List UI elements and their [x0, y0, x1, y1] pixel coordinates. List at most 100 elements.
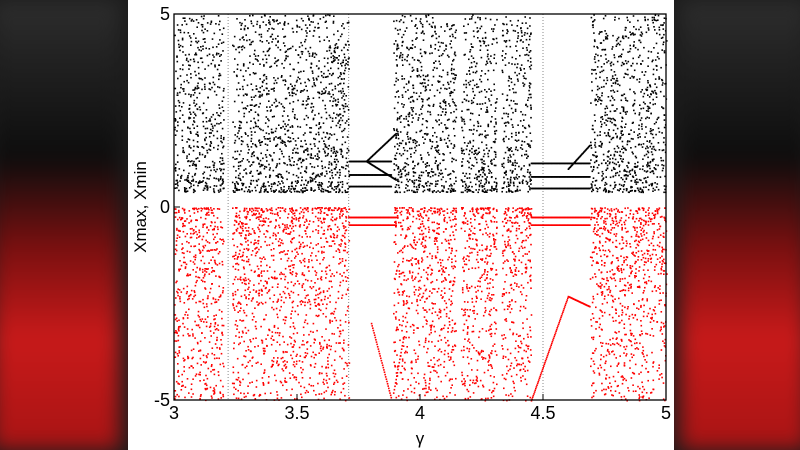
- xmin-point: [334, 207, 337, 210]
- xmax-point: [294, 84, 296, 87]
- xmax-point: [258, 33, 261, 36]
- xmin-point: [307, 294, 309, 296]
- xmax-point: [501, 71, 504, 74]
- xmax-point: [484, 37, 487, 39]
- xmax-point: [490, 55, 492, 57]
- xmin-point: [334, 350, 337, 353]
- xmax-point: [330, 162, 333, 165]
- xmax-point: [311, 72, 314, 74]
- xmax-point: [646, 150, 649, 153]
- xmax-point: [289, 102, 291, 105]
- xmax-point: [461, 120, 463, 122]
- xmin-point: [330, 312, 332, 315]
- xmax-point: [591, 89, 593, 92]
- xmax-point: [309, 24, 311, 26]
- xmax-point: [344, 69, 346, 72]
- xmax-point: [398, 117, 401, 120]
- xmax-point: [440, 26, 442, 28]
- xmax-point: [188, 117, 190, 120]
- xmax-point: [317, 158, 319, 161]
- xmax-point: [329, 185, 331, 187]
- xmax-point: [406, 46, 408, 49]
- xmax-point: [184, 54, 187, 56]
- xmax-point: [424, 89, 427, 92]
- xmin-point: [251, 312, 254, 315]
- xmax-point: [263, 191, 266, 193]
- xmax-point: [282, 79, 284, 82]
- xmax-point: [395, 164, 398, 166]
- xmax-point: [183, 80, 185, 83]
- xmin-point: [205, 384, 208, 387]
- xmax-point: [632, 176, 635, 178]
- xmax-point: [333, 150, 336, 153]
- xmax-point: [597, 54, 599, 57]
- xmax-point: [331, 105, 334, 107]
- xmax-point: [628, 50, 631, 53]
- xmin-point: [293, 376, 295, 379]
- xmax-point: [326, 27, 328, 29]
- xmin-point: [273, 357, 275, 359]
- xmax-point: [282, 190, 285, 192]
- xmax-point: [180, 175, 182, 178]
- xmax-point: [267, 125, 269, 128]
- xmax-point: [295, 19, 298, 22]
- xmax-point: [428, 164, 430, 167]
- xmax-point: [485, 63, 487, 66]
- xmin-point: [256, 216, 258, 219]
- xmax-point: [494, 110, 496, 112]
- xmax-point: [427, 74, 429, 76]
- xmax-point: [260, 187, 262, 189]
- xmin-point: [300, 261, 302, 264]
- xmax-point: [524, 72, 526, 74]
- xmax-point: [441, 185, 443, 187]
- xmin-point: [301, 272, 304, 274]
- xmax-point: [472, 57, 475, 59]
- xmax-point: [623, 76, 625, 79]
- xmax-point: [424, 82, 426, 84]
- xmax-point: [522, 179, 524, 181]
- xmax-point: [211, 160, 214, 163]
- xmax-point: [623, 93, 626, 95]
- xmax-point: [651, 158, 654, 161]
- xmax-point: [465, 32, 468, 34]
- xmin-point: [285, 296, 287, 299]
- xmin-point: [194, 245, 197, 247]
- xmax-point: [174, 128, 176, 131]
- xmax-point: [267, 181, 269, 183]
- xmax-point: [320, 116, 323, 119]
- xmax-point: [461, 118, 463, 120]
- xmin-point: [199, 357, 202, 360]
- xmax-point: [652, 68, 655, 71]
- xmax-point: [249, 104, 252, 106]
- xmin-point: [207, 268, 209, 270]
- xmax-point: [245, 133, 247, 135]
- xmin-point: [311, 266, 314, 269]
- xmax-point: [461, 152, 463, 154]
- xmax-point: [324, 108, 327, 110]
- xmax-point: [408, 80, 410, 83]
- xmax-point: [491, 43, 494, 45]
- xmax-point: [329, 133, 331, 135]
- xmin-point: [192, 348, 195, 350]
- xmax-point: [447, 174, 449, 176]
- xmax-point: [178, 189, 180, 192]
- xmax-point: [491, 28, 493, 30]
- xmax-point: [436, 89, 439, 92]
- xmax-point: [428, 188, 431, 190]
- xmin-point: [279, 217, 281, 219]
- xmax-point: [481, 167, 484, 170]
- xmax-point: [455, 159, 457, 162]
- xmin-point: [321, 250, 323, 253]
- xmax-point: [189, 160, 192, 163]
- xmax-point: [264, 143, 267, 145]
- xmax-point: [455, 74, 457, 77]
- xmax-point: [450, 27, 453, 30]
- xmax-point: [453, 89, 456, 91]
- xmax-point: [331, 117, 334, 120]
- xmin-point: [262, 256, 265, 258]
- xmax-point: [262, 129, 264, 132]
- xmax-point: [460, 191, 463, 194]
- xmax-point: [496, 18, 498, 21]
- xmax-point: [489, 60, 491, 63]
- xmax-point: [501, 117, 504, 120]
